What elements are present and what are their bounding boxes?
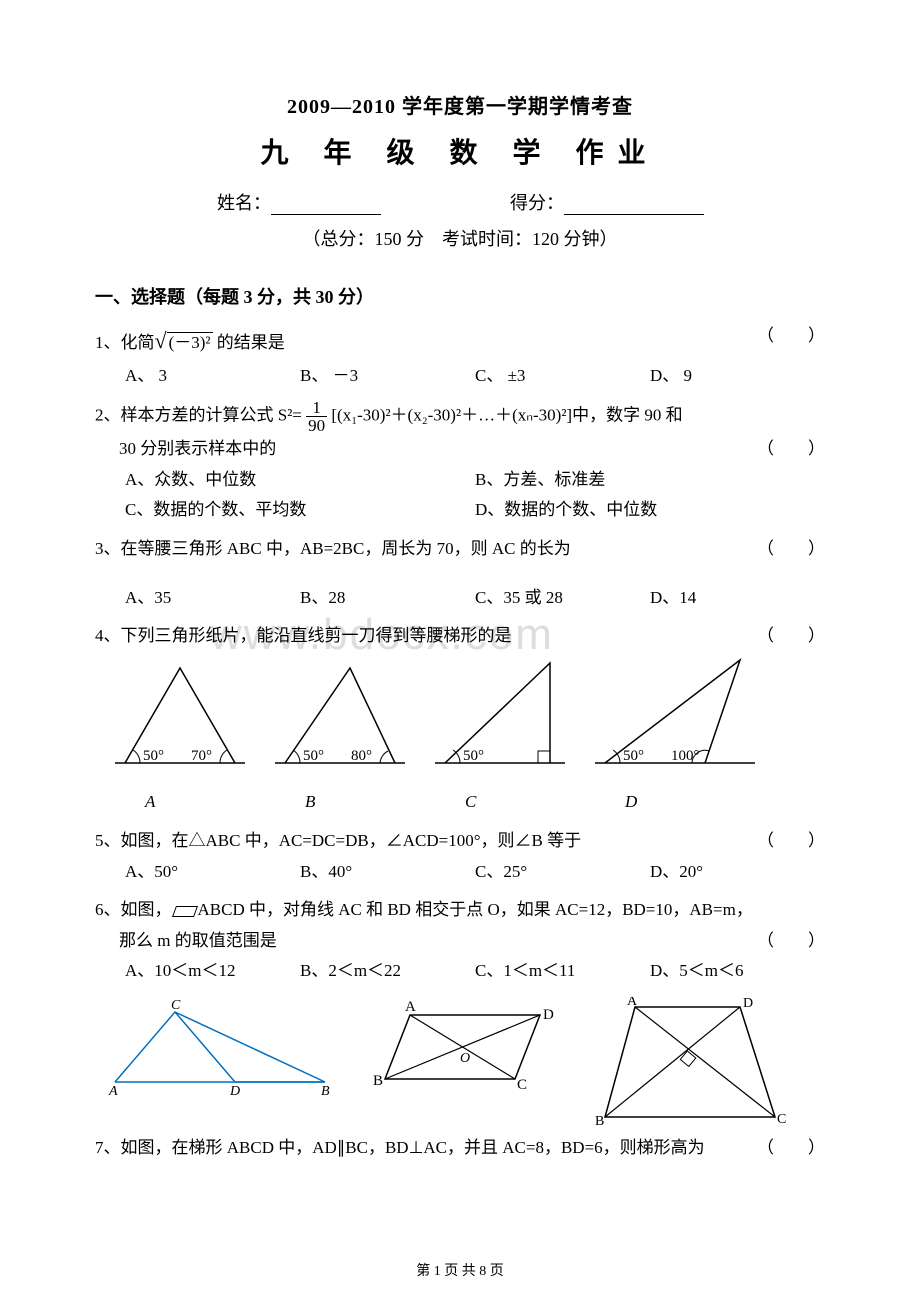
q4-label-D: D (595, 787, 755, 818)
q3-optA: A、35 (125, 583, 300, 614)
svg-text:D: D (543, 1007, 554, 1023)
q6-optB: B、2＜m＜22 (300, 956, 475, 987)
figures-row: A C D B A D B C O A D B C (95, 997, 825, 1127)
name-label: 姓名： (217, 193, 271, 213)
svg-text:O: O (460, 1051, 470, 1066)
q7-stem: 7、如图，在梯形 ABCD 中，AD∥BC，BD⊥AC，并且 AC=8，BD=6… (95, 1138, 705, 1157)
svg-text:50°: 50° (143, 748, 164, 764)
q3-stem: 3、在等腰三角形 ABC 中，AB=2BC，周长为 70，则 AC 的长为 (95, 539, 571, 558)
q1-stem-post: 的结果是 (213, 333, 285, 352)
svg-text:B: B (373, 1073, 383, 1089)
q3-optD: D、14 (650, 583, 825, 614)
name-score-line: 姓名： 得分： (95, 189, 825, 215)
figure-q6: A D B C O (365, 997, 565, 1097)
triangle-A: 50° 70° (115, 658, 245, 773)
q1-sqrt-arg: (－3)² (167, 332, 213, 352)
parallelogram-icon (171, 906, 197, 917)
q1-optB: B、 －3 (300, 361, 475, 392)
q5-optC: C、25° (475, 857, 650, 888)
answer-paren: （ ） (757, 434, 825, 465)
svg-text:D: D (743, 997, 753, 1011)
q4-stem: 4、下列三角形纸片，能沿直线剪一刀得到等腰梯形的是 (95, 626, 512, 645)
q2-frac-den: 90 (306, 417, 327, 434)
answer-paren: （ ） (757, 621, 825, 652)
section-header: 一、选择题（每题 3 分，共 30 分） (95, 283, 825, 309)
svg-text:A: A (108, 1084, 118, 1097)
exam-title-line2: 九 年 级 数 学 作业 (95, 131, 825, 171)
answer-paren: （ ） (757, 926, 825, 957)
q2-stem-pre: 2、样本方差的计算公式 S²= (95, 406, 306, 425)
figure-q7: A D B C (595, 997, 795, 1127)
svg-text:100°: 100° (671, 748, 700, 764)
q6-stem-1b: ABCD 中，对角线 AC 和 BD 相交于点 O，如果 AC=12，BD=10… (198, 900, 753, 919)
q4-label-C: C (435, 787, 565, 818)
q6-optA: A、10＜m＜12 (125, 956, 300, 987)
svg-text:C: C (777, 1112, 786, 1127)
q6-stem-1a: 6、如图， (95, 900, 172, 919)
q2-optB: B、方差、标准差 (475, 465, 825, 496)
q2-optD: D、数据的个数、中位数 (475, 495, 825, 526)
q1-stem-pre: 1、化简 (95, 333, 155, 352)
svg-text:50°: 50° (623, 748, 644, 764)
q2-frac-num: 1 (306, 399, 327, 417)
score-label: 得分： (510, 193, 564, 213)
q6-optD: D、5＜m＜6 (650, 956, 825, 987)
q4-label-B: B (275, 787, 405, 818)
q2-optC: C、数据的个数、平均数 (125, 495, 475, 526)
question-7: 7、如图，在梯形 ABCD 中，AD∥BC，BD⊥AC，并且 AC=8，BD=6… (95, 1133, 825, 1164)
q1-optD: D、 9 (650, 361, 825, 392)
question-1: 1、化简√(－3)² 的结果是 （ ） A、 3 B、 －3 C、 ±3 D、 … (95, 321, 825, 391)
exam-meta: （总分：150 分 考试时间：120 分钟） (95, 225, 825, 251)
svg-text:50°: 50° (303, 748, 324, 764)
q2-stem-mid: [(x₁-30)²＋(x₂-30)²＋…＋(xₙ-30)²]中，数字 90 和 (327, 406, 682, 425)
q5-optA: A、50° (125, 857, 300, 888)
svg-text:B: B (595, 1114, 604, 1127)
answer-paren: （ ） (757, 1133, 825, 1164)
q3-optB: B、28 (300, 583, 475, 614)
q5-optB: B、40° (300, 857, 475, 888)
question-6: 6、如图， ABCD 中，对角线 AC 和 BD 相交于点 O，如果 AC=12，… (95, 895, 825, 987)
triangle-C: 50° (435, 658, 565, 773)
q5-stem: 5、如图，在△ABC 中，AC=DC=DB，∠ACD=100°，则∠B 等于 (95, 831, 581, 850)
page-footer: 第 1 页 共 8 页 (0, 1260, 920, 1280)
q3-optC: C、35 或 28 (475, 583, 650, 614)
svg-text:C: C (171, 998, 181, 1013)
svg-text:A: A (405, 999, 416, 1015)
svg-text:C: C (517, 1077, 527, 1093)
q2-optA: A、众数、中位数 (125, 465, 475, 496)
svg-text:70°: 70° (191, 748, 212, 764)
triangle-B: 50° 80° (275, 658, 405, 773)
q4-label-A: A (115, 787, 245, 818)
q1-optA: A、 3 (125, 361, 300, 392)
score-blank (564, 195, 704, 215)
q6-stem-2: 那么 m 的取值范围是 (119, 931, 277, 950)
answer-paren: （ ） (757, 826, 825, 857)
svg-text:A: A (627, 997, 638, 1009)
svg-text:80°: 80° (351, 748, 372, 764)
triangle-D: 50° 100° (595, 658, 755, 773)
name-blank (271, 195, 381, 215)
q6-optC: C、1＜m＜11 (475, 956, 650, 987)
figure-q5: A C D B (105, 997, 335, 1097)
q1-optC: C、 ±3 (475, 361, 650, 392)
q5-optD: D、20° (650, 857, 825, 888)
exam-title-line1: 2009—2010 学年度第一学期学情考查 (95, 90, 825, 119)
question-3: 3、在等腰三角形 ABC 中，AB=2BC，周长为 70，则 AC 的长为 （ … (95, 534, 825, 613)
svg-text:B: B (321, 1084, 330, 1097)
question-5: 5、如图，在△ABC 中，AC=DC=DB，∠ACD=100°，则∠B 等于 （… (95, 826, 825, 887)
question-2: 2、样本方差的计算公式 S²= 190 [(x₁-30)²＋(x₂-30)²＋…… (95, 399, 825, 526)
answer-paren: （ ） (757, 321, 825, 352)
q4-figures: 50° 70° A 50° 80° B 50° (95, 658, 825, 818)
svg-text:D: D (229, 1084, 240, 1097)
answer-paren: （ ） (757, 534, 825, 565)
q2-stem-line2: 30 分别表示样本中的 (119, 439, 276, 458)
question-4: 4、下列三角形纸片，能沿直线剪一刀得到等腰梯形的是 （ ） 50° 70° A … (95, 621, 825, 818)
svg-text:50°: 50° (463, 748, 484, 764)
